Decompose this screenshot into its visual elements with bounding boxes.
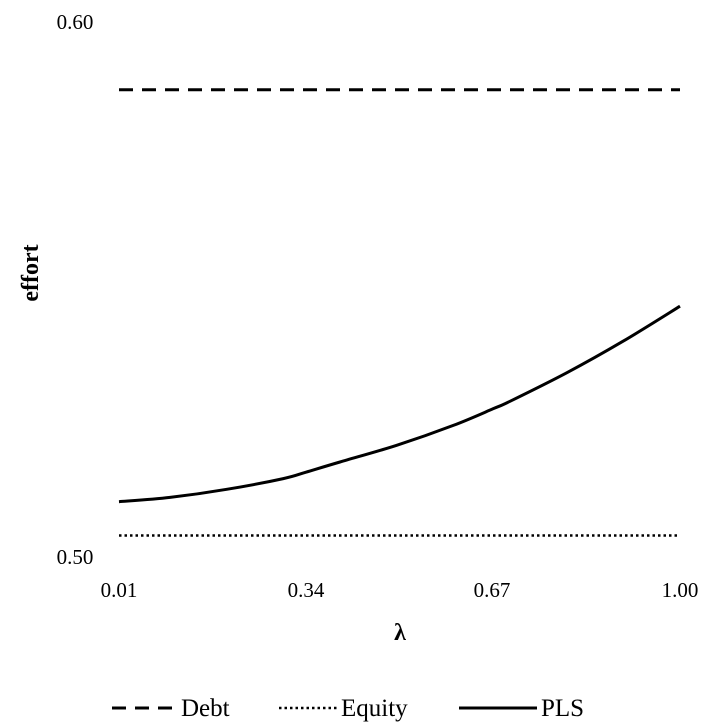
- x-tick-label: 0.34: [288, 578, 325, 602]
- series-line-pls: [118, 304, 681, 504]
- x-axis-title: λ: [394, 620, 406, 646]
- y-tick-label: 0.60: [57, 10, 94, 34]
- legend-label-pls: PLS: [541, 695, 584, 722]
- legend-label-debt: Debt: [181, 695, 230, 722]
- y-axis-title: effort: [18, 244, 44, 301]
- legend: Debt Equity PLS: [112, 695, 584, 722]
- y-tick-label: 0.50: [57, 545, 94, 569]
- x-axis-ticks: 0.01 0.34 0.67 1.00: [101, 578, 699, 602]
- x-tick-label: 0.01: [101, 578, 138, 602]
- series-layer: [118, 88, 681, 537]
- x-tick-label: 0.67: [474, 578, 511, 602]
- legend-label-equity: Equity: [341, 695, 408, 722]
- x-tick-label: 1.00: [662, 578, 699, 602]
- y-axis-ticks: 0.60 0.50: [57, 10, 94, 569]
